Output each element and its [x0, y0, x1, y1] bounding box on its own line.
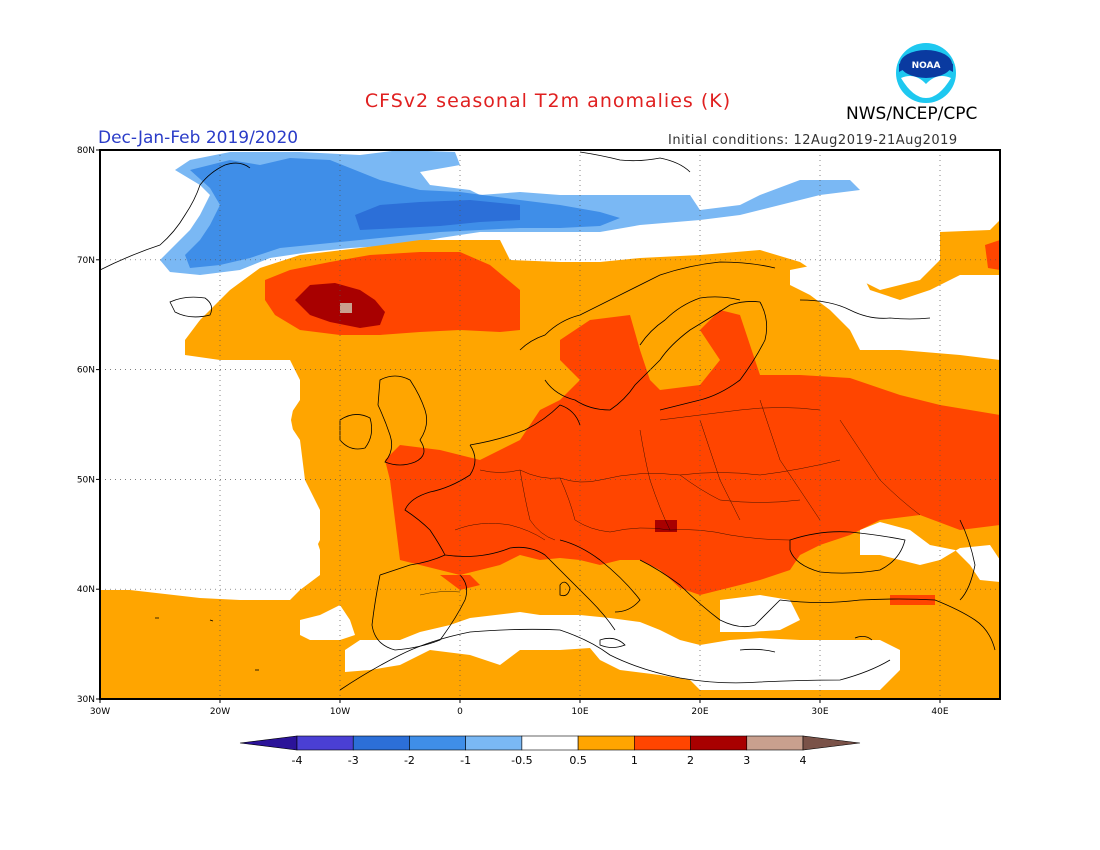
map-frame [99, 149, 1001, 700]
latitude-tick-label: 70N [77, 256, 95, 266]
colorbar-label: 2 [687, 754, 694, 767]
longitude-tick-label: 30W [90, 707, 110, 717]
colorbar-swatch [634, 735, 691, 751]
longitude-tick-label: 10W [330, 707, 350, 717]
colorbar-max-arrow [802, 735, 861, 751]
colorbar-swatch [352, 735, 410, 751]
longitude-tick-label: 20W [210, 707, 230, 717]
latitude-tick-label: 40N [77, 585, 95, 595]
initial-conditions-label: Initial conditions: 12Aug2019-21Aug2019 [668, 133, 958, 148]
colorbar-swatch [577, 735, 635, 751]
latitude-tick-label: 80N [77, 146, 95, 156]
neutral-regions [100, 262, 1000, 690]
longitude-tick-label: 40E [931, 707, 948, 717]
colorbar-min-arrow [239, 735, 298, 751]
latitude-axis: 30N 40N 50N 60N 70N 80N [77, 146, 100, 705]
colorbar-label: -0.5 [511, 754, 532, 767]
colorbar-swatch [690, 735, 748, 751]
map-title: CFSv2 seasonal T2m anomalies (K) [364, 90, 732, 112]
noaa-logo: NOAA [896, 43, 956, 103]
colorbar-label: -2 [404, 754, 415, 767]
latitude-tick-label: 60N [77, 366, 95, 376]
colorbar-swatch [296, 735, 354, 751]
colorbar-label: 3 [743, 754, 750, 767]
map-gridlines [100, 150, 1000, 699]
longitude-tick-label: 30E [811, 707, 828, 717]
longitude-tick-label: 0 [457, 707, 463, 717]
longitude-axis: 30W 20W 10W 0 10E 20E 30E 40E [90, 699, 949, 717]
colorbar-label: -3 [348, 754, 359, 767]
colorbar-label: 1 [631, 754, 638, 767]
warm-anomaly-peak [340, 303, 352, 313]
map-panel [99, 149, 1001, 700]
latitude-tick-label: 30N [77, 695, 95, 705]
longitude-tick-label: 20E [691, 707, 708, 717]
agency-label: NWS/NCEP/CPC [846, 104, 978, 124]
colorbar-label: 0.5 [569, 754, 587, 767]
color-legend: -4 -3 -2 -1 -0.5 0.5 1 2 3 4 [239, 735, 861, 767]
longitude-tick-label: 10E [571, 707, 588, 717]
colorbar-swatch [465, 735, 523, 751]
latitude-tick-label: 50N [77, 475, 95, 485]
colorbar-label: 4 [800, 754, 807, 767]
colorbar-swatch [521, 735, 579, 751]
svg-text:NOAA: NOAA [912, 61, 941, 71]
season-label: Dec-Jan-Feb 2019/2020 [98, 128, 299, 148]
colorbar-label: -4 [292, 754, 303, 767]
coastlines [99, 151, 996, 691]
colorbar-swatch [746, 735, 804, 751]
colorbar-label: -1 [460, 754, 471, 767]
colorbar-swatch [409, 735, 466, 751]
